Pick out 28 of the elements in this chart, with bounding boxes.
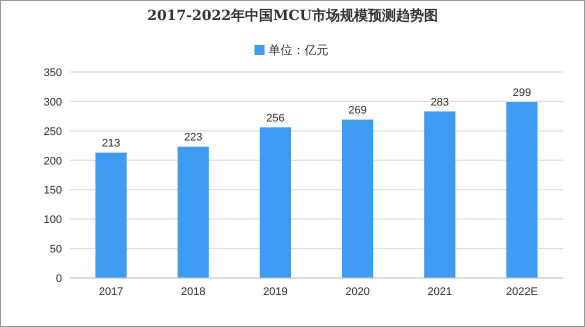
data-label: 256: [266, 112, 285, 124]
x-tick-label: 2020: [345, 286, 370, 298]
y-tick-label: 300: [44, 96, 62, 108]
bar: [424, 111, 456, 278]
x-tick-label: 2021: [428, 286, 452, 298]
data-label: 283: [430, 96, 449, 108]
bar: [342, 120, 374, 278]
data-label: 269: [348, 104, 367, 117]
y-tick-label: 200: [44, 155, 62, 168]
bar: [506, 102, 538, 278]
bar: [178, 146, 209, 278]
y-tick-label: 0: [56, 273, 62, 285]
y-tick-label: 50: [50, 244, 62, 256]
x-tick-label: 2017: [98, 286, 124, 298]
y-tick-label: 250: [44, 126, 62, 138]
data-label: 223: [184, 132, 202, 144]
chart-title: 2017-2022年中国MCU市场规模预测趋势图: [147, 7, 438, 24]
y-tick-label: 150: [44, 184, 62, 197]
bar: [260, 127, 292, 278]
legend-label: 单位：亿元: [268, 43, 328, 57]
y-tick-label: 100: [44, 214, 62, 226]
data-label: 213: [102, 138, 120, 150]
y-tick-label: 350: [44, 67, 62, 79]
x-tick-label: 2019: [263, 286, 288, 298]
bar: [95, 152, 127, 278]
data-label: 299: [512, 87, 532, 100]
x-tick-label: 2018: [181, 286, 206, 298]
x-tick-label: 2022E: [506, 286, 538, 298]
